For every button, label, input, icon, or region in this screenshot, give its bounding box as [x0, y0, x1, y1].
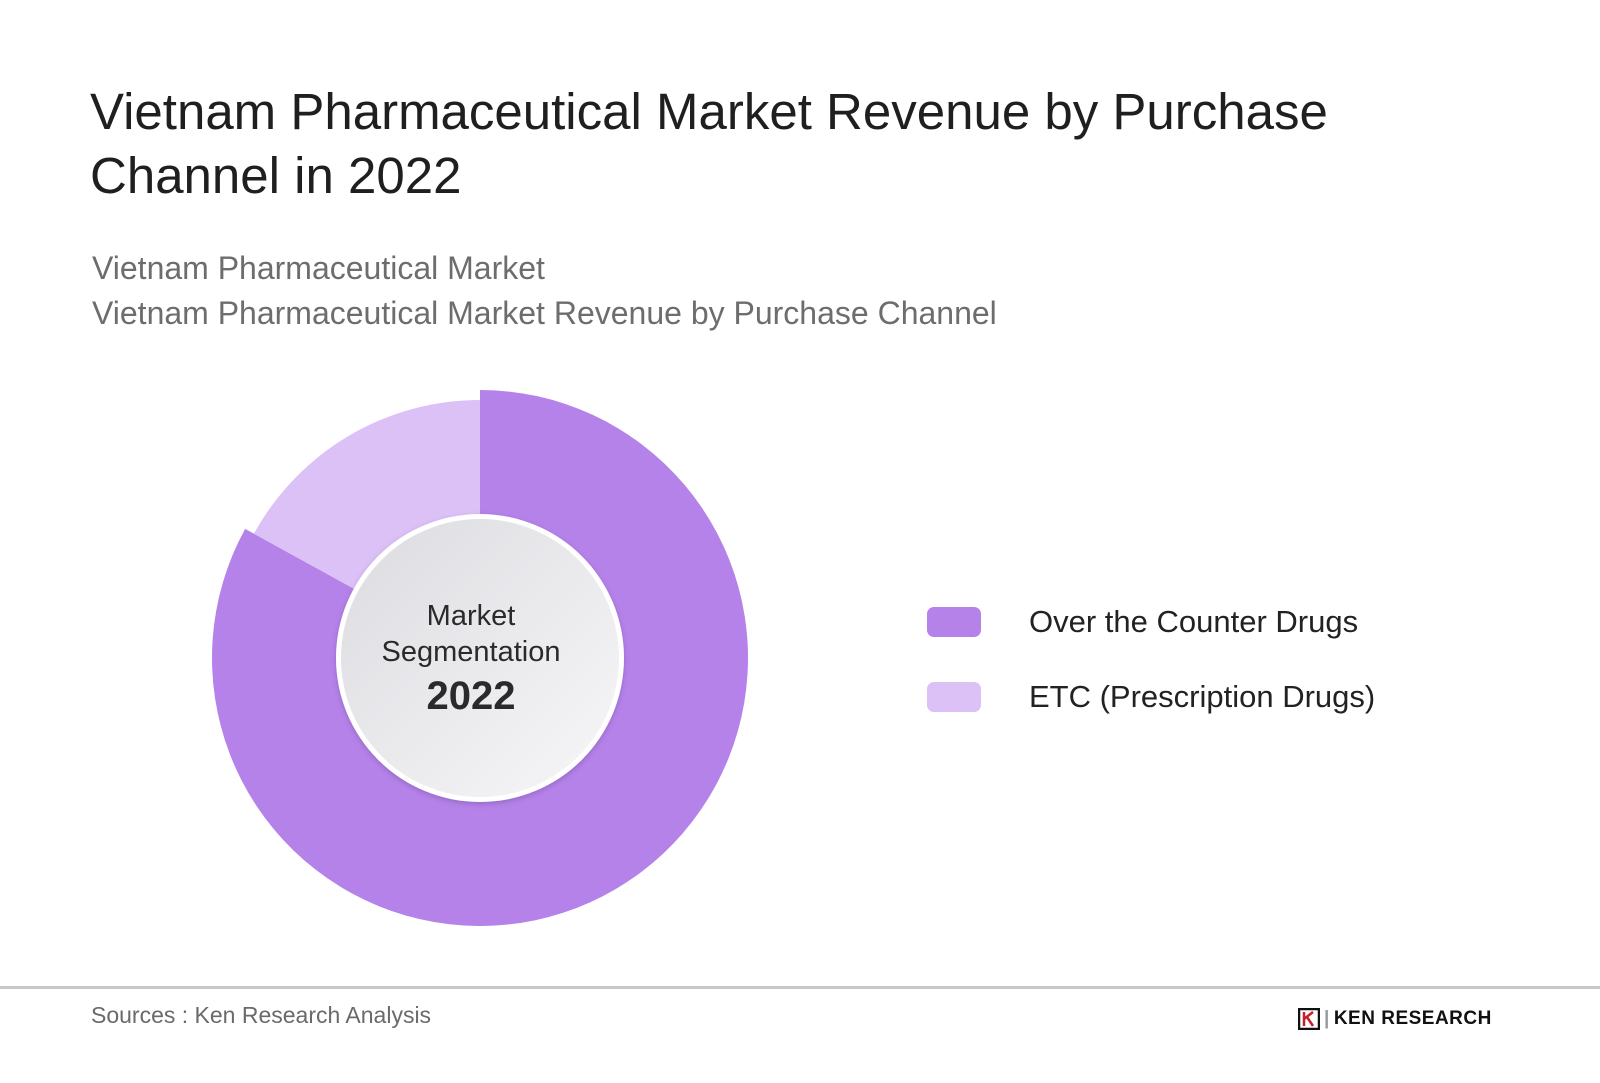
ken-research-logo: | KEN RESEARCH	[1298, 1008, 1492, 1030]
source-note: Sources : Ken Research Analysis	[91, 1002, 432, 1028]
legend-item-otc: Over the Counter Drugs	[927, 604, 1358, 640]
subtitle-segment: Vietnam Pharmaceutical Market Revenue by…	[92, 295, 997, 331]
ken-research-logo-icon	[1298, 1008, 1320, 1030]
footer-divider	[0, 986, 1600, 989]
legend-swatch-etc	[927, 682, 981, 712]
logo-text: KEN RESEARCH	[1333, 1008, 1492, 1029]
legend-label-otc: Over the Counter Drugs	[1029, 604, 1359, 639]
subtitle-market: Vietnam Pharmaceutical Market	[92, 250, 545, 286]
legend-item-etc: ETC (Prescription Drugs)	[927, 679, 1375, 715]
center-label-line1: Market	[426, 600, 516, 632]
chart-title: Vietnam Pharmaceutical Market Revenue by…	[90, 83, 1328, 204]
center-label-year: 2022	[426, 674, 516, 718]
legend-label-etc: ETC (Prescription Drugs)	[1029, 679, 1376, 714]
legend-swatch-otc	[927, 607, 981, 637]
center-label-line2: Segmentation	[381, 636, 561, 668]
donut-slice-otc	[211, 390, 748, 926]
donut-hole	[341, 519, 619, 797]
